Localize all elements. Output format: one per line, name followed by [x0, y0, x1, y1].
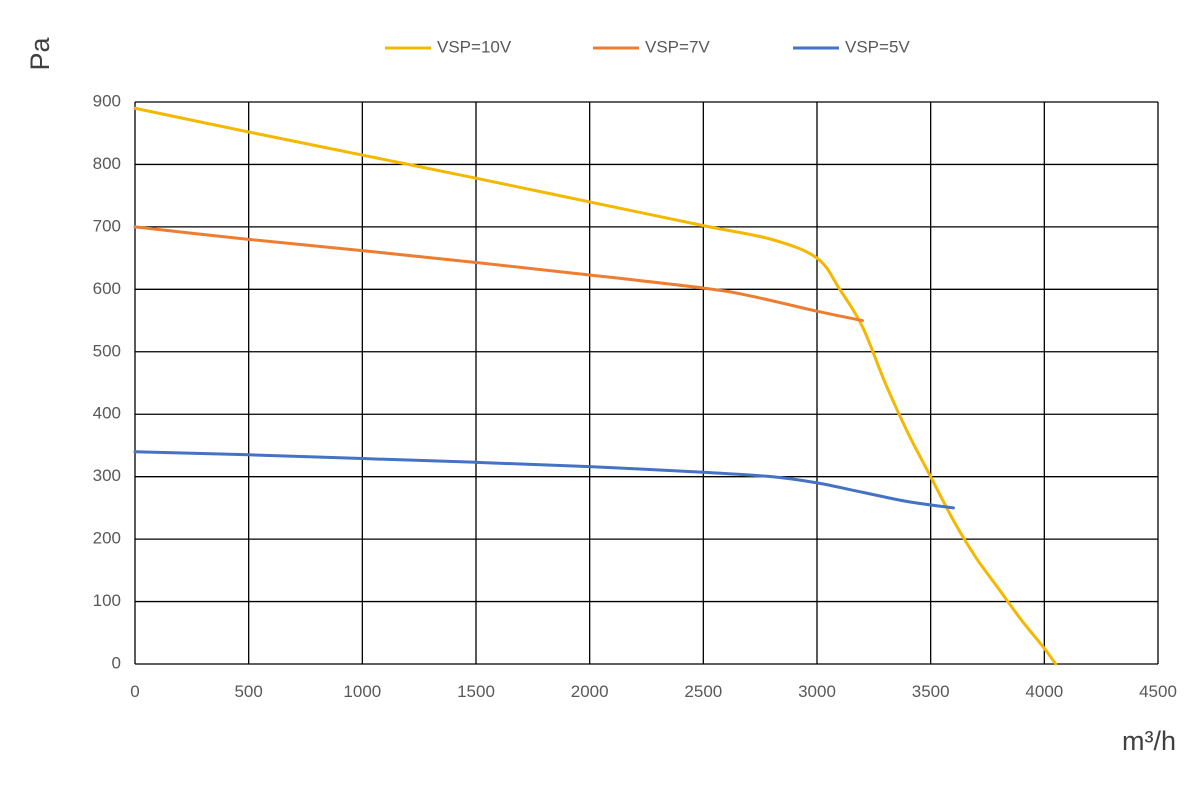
- y-tick-label: 100: [93, 591, 121, 610]
- x-tick-label: 2500: [684, 682, 722, 701]
- series-line-vsp-10v: [133, 106, 1058, 666]
- y-tick-label: 200: [93, 529, 121, 548]
- y-tick-label: 500: [93, 341, 121, 360]
- legend-label: VSP=5V: [845, 37, 910, 56]
- x-tick-label: 3500: [912, 682, 950, 701]
- y-tick-label: 700: [93, 216, 121, 235]
- x-tick-label: 0: [130, 682, 139, 701]
- x-tick-label: 2000: [571, 682, 609, 701]
- x-axis-ticks: 0 500 1000 1500 2000 2500 3000 3500 4000 4500: [130, 682, 1177, 701]
- legend-label: VSP=7V: [645, 37, 710, 56]
- series-line-vsp-5v: [133, 450, 955, 510]
- legend-label: VSP=10V: [437, 37, 512, 56]
- x-tick-label: 4500: [1139, 682, 1177, 701]
- grid: [134, 101, 1159, 665]
- y-axis-ticks: 0 100 200 300 400 500 600 700 800 900: [93, 91, 121, 672]
- x-tick-label: 500: [234, 682, 262, 701]
- y-tick-label: 900: [93, 91, 121, 110]
- legend-item: VSP=5V: [793, 37, 910, 56]
- legend-item: VSP=7V: [593, 37, 710, 56]
- legend: VSP=10V VSP=7V VSP=5V: [385, 37, 910, 56]
- x-tick-label: 1500: [457, 682, 495, 701]
- y-tick-label: 400: [93, 404, 121, 423]
- x-tick-label: 3000: [798, 682, 836, 701]
- y-axis-title: Pa: [25, 37, 55, 71]
- x-tick-label: 1000: [343, 682, 381, 701]
- y-tick-label: 800: [93, 154, 121, 173]
- legend-item: VSP=10V: [385, 37, 512, 56]
- series-line-vsp-7v: [133, 225, 864, 323]
- y-tick-label: 0: [112, 653, 121, 672]
- series-lines: [133, 106, 1058, 666]
- y-tick-label: 300: [93, 466, 121, 485]
- x-axis-title: m³/h: [1122, 726, 1176, 756]
- x-tick-label: 4000: [1025, 682, 1063, 701]
- y-tick-label: 600: [93, 279, 121, 298]
